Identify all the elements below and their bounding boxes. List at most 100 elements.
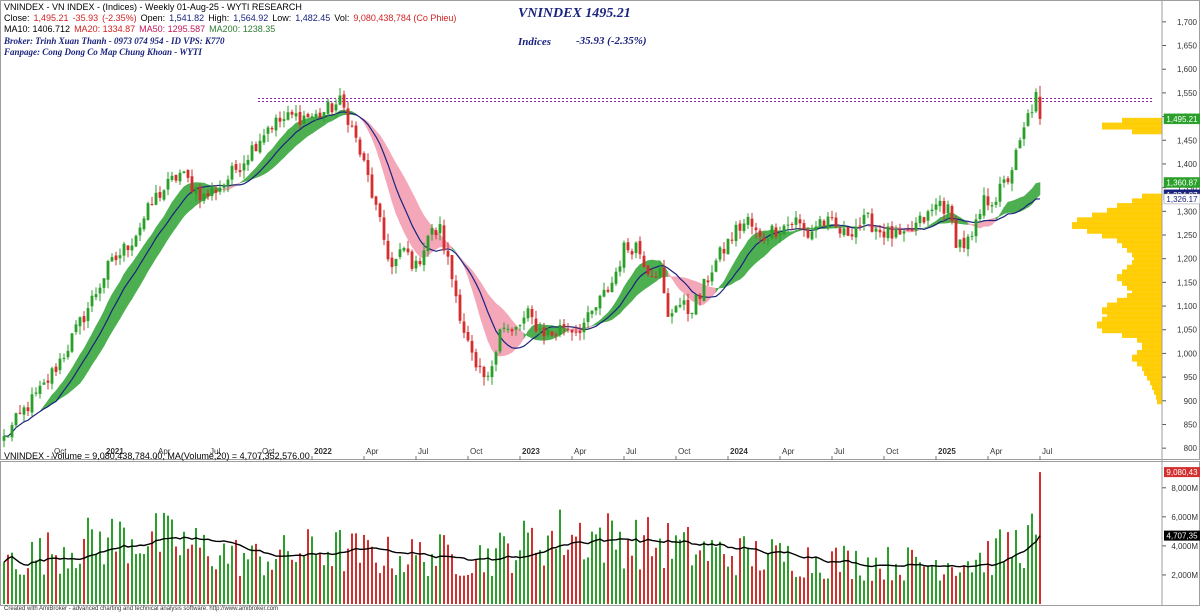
candle-body	[54, 366, 58, 372]
candle-body	[558, 325, 562, 335]
volume-bar	[1035, 534, 1037, 604]
volume-bar	[1007, 532, 1009, 604]
candle-body	[78, 317, 82, 327]
ma20-value: MA20: 1334.87	[74, 24, 136, 34]
ma50-value: MA50: 1295.587	[139, 24, 206, 34]
candle-body	[118, 255, 122, 259]
ma-ribbon-segment	[131, 256, 137, 300]
volume-bar	[167, 515, 169, 604]
candle-body	[386, 240, 390, 260]
volume-bar	[931, 565, 933, 604]
candle-body	[218, 187, 222, 192]
vol-value: 9,080,438,784 (Co Phieu)	[353, 13, 457, 23]
volume-bar	[823, 578, 825, 604]
candle-body	[554, 334, 558, 336]
ma-ribbon-segment	[671, 276, 677, 286]
candle-body	[750, 218, 754, 227]
volume-bar	[179, 555, 181, 604]
volume-profile-bar	[1127, 283, 1162, 291]
candle-body	[982, 195, 986, 216]
candle-body	[806, 229, 810, 238]
x-tick-label: 2024	[730, 447, 748, 456]
candle-body	[1018, 140, 1022, 149]
candle-body	[506, 328, 510, 330]
candle-body	[310, 116, 314, 118]
volume-profile-bar	[1102, 316, 1162, 324]
volume-bar	[287, 551, 289, 604]
volume-profile-bar	[1132, 354, 1162, 362]
ma-ribbon-segment	[479, 280, 485, 330]
volume-bar	[851, 579, 853, 604]
volume-bar	[843, 545, 845, 604]
price-tick-label: 850	[1184, 420, 1198, 429]
candle-body	[102, 278, 106, 288]
price-tick-label: 1,000	[1177, 349, 1198, 358]
volume-bar	[371, 546, 373, 604]
candle-body	[830, 217, 834, 219]
ma-ribbon-segment	[375, 130, 381, 161]
volume-bar	[775, 545, 777, 604]
price-tick-label: 1,550	[1177, 89, 1198, 98]
candle-body	[626, 242, 630, 251]
candle-body	[1026, 113, 1030, 126]
candle-body	[706, 280, 710, 283]
candle-body	[618, 266, 622, 272]
candle-body	[546, 329, 550, 335]
candle-body	[1006, 178, 1010, 183]
high-label: High:	[208, 13, 230, 23]
candle-body	[366, 160, 370, 175]
candle-body	[1014, 149, 1018, 171]
candle-body	[98, 287, 102, 294]
candle-body	[178, 172, 182, 182]
volume-bar	[375, 562, 377, 604]
ma-ribbon-segment	[591, 322, 597, 327]
volume-ma-line	[3, 535, 1041, 568]
candle-body	[122, 243, 126, 256]
volume-profile-bar	[1132, 288, 1162, 296]
volume-bar	[935, 560, 937, 604]
price-tick-label: 1,600	[1177, 65, 1198, 74]
volume-bar	[479, 545, 481, 604]
volume-bar	[895, 564, 897, 604]
candle-body	[382, 217, 386, 240]
candle-body	[986, 196, 990, 206]
volume-profile-bar	[1144, 368, 1162, 376]
ma-ribbon-segment	[999, 206, 1005, 217]
volume-bar	[1019, 563, 1021, 604]
candle-body	[798, 219, 802, 224]
price-tick-label: 800	[1184, 444, 1198, 453]
volume-bar	[739, 538, 741, 604]
volume-profile-bar	[1132, 259, 1162, 267]
candle-body	[86, 308, 90, 322]
candle-body	[182, 171, 186, 174]
candle-body	[154, 192, 158, 205]
candle-body	[838, 228, 842, 234]
candle-body	[770, 225, 774, 239]
candle-body	[82, 316, 86, 323]
ma-ribbon-segment	[651, 259, 657, 285]
candle-body	[786, 224, 790, 226]
ma-ribbon-segment	[711, 287, 717, 298]
x-tick-label: Apr	[366, 447, 379, 456]
volume-bar	[451, 554, 453, 604]
candle-body	[126, 245, 130, 251]
volume-bar	[255, 543, 257, 604]
candle-body	[814, 226, 818, 231]
volume-bar	[595, 534, 597, 604]
candle-body	[270, 127, 274, 130]
volume-bar	[111, 518, 113, 604]
volume-bar	[971, 572, 973, 604]
ma-ribbon-segment	[371, 125, 377, 149]
volume-bar	[503, 536, 505, 604]
volume-ma-badge	[1164, 530, 1200, 541]
volume-bar	[23, 574, 25, 604]
candle-body	[90, 295, 94, 307]
volume-bar	[567, 549, 569, 604]
candle-body	[498, 329, 502, 352]
candle-body	[1034, 92, 1038, 112]
candle-body	[442, 225, 446, 251]
volume-bar	[359, 562, 361, 604]
candle-body	[22, 407, 26, 415]
volume-bar	[99, 531, 101, 604]
price-tick-label: 1,650	[1177, 42, 1198, 51]
